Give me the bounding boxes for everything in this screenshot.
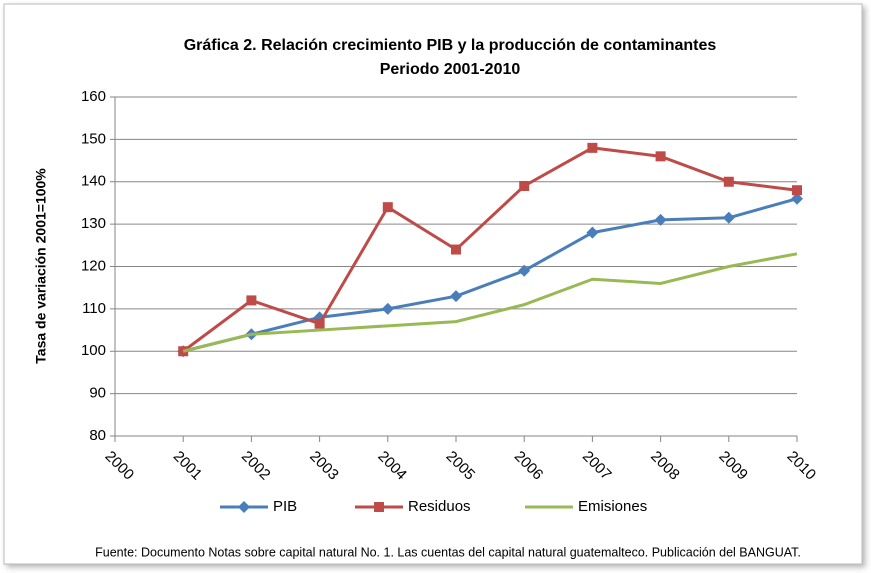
y-tick-label: 90 bbox=[89, 385, 106, 402]
legend-marker bbox=[374, 502, 384, 512]
point bbox=[518, 264, 531, 277]
chart-subtitle: Periodo 2001-2010 bbox=[380, 61, 521, 78]
point bbox=[792, 185, 802, 196]
point bbox=[791, 192, 803, 205]
series-line bbox=[182, 252, 798, 353]
legend-label: PIB bbox=[273, 498, 297, 515]
legend-label: Emisiones bbox=[578, 498, 647, 515]
series-line bbox=[182, 197, 798, 353]
point bbox=[246, 295, 257, 306]
point bbox=[655, 151, 666, 162]
y-tick-label: 120 bbox=[81, 257, 106, 274]
y-tick-label: 110 bbox=[82, 300, 106, 317]
point bbox=[450, 290, 462, 303]
point bbox=[654, 213, 667, 226]
y-tick-label: 150 bbox=[81, 130, 106, 147]
point bbox=[586, 226, 599, 239]
y-tick-label: 160 bbox=[81, 88, 106, 105]
source-note: Fuente: Documento Notas sobre capital na… bbox=[95, 545, 801, 559]
point bbox=[381, 302, 394, 315]
point bbox=[314, 318, 325, 329]
point bbox=[723, 176, 734, 187]
point bbox=[519, 180, 530, 191]
legend-marker bbox=[238, 501, 250, 513]
y-tick-label: 130 bbox=[81, 215, 106, 232]
legend-label: Residuos bbox=[408, 498, 471, 515]
point bbox=[587, 142, 598, 153]
point bbox=[451, 244, 461, 255]
y-tick-label: 100 bbox=[81, 342, 106, 359]
point bbox=[722, 211, 735, 224]
chart-frame bbox=[3, 3, 863, 565]
y-tick-label: 80 bbox=[89, 427, 106, 444]
series-line bbox=[182, 146, 798, 353]
y-tick-label: 140 bbox=[81, 173, 106, 190]
y-axis-label: Tasa de variación 2001=100% bbox=[33, 168, 49, 364]
point bbox=[382, 202, 393, 213]
chart-title: Gráfica 2. Relación crecimiento PIB y la… bbox=[184, 37, 717, 54]
